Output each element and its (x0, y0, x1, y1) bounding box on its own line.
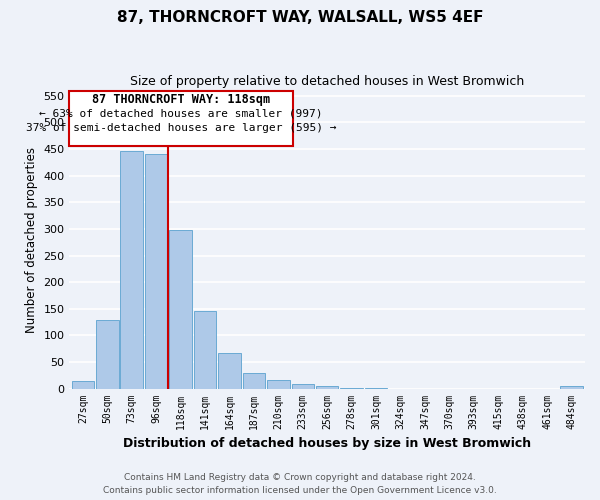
Text: 87 THORNCROFT WAY: 118sqm: 87 THORNCROFT WAY: 118sqm (92, 93, 270, 106)
X-axis label: Distribution of detached houses by size in West Bromwich: Distribution of detached houses by size … (123, 437, 531, 450)
Bar (145, 154, 167, 388)
Text: 87, THORNCROFT WAY, WALSALL, WS5 4EF: 87, THORNCROFT WAY, WALSALL, WS5 4EF (117, 10, 483, 25)
Y-axis label: Number of detached properties: Number of detached properties (25, 146, 38, 332)
Text: 37% of semi-detached houses are larger (595) →: 37% of semi-detached houses are larger (… (26, 123, 337, 133)
Bar (316, 386, 338, 388)
Bar (96, 320, 119, 388)
Bar (560, 386, 583, 388)
Text: ← 63% of detached houses are smaller (997): ← 63% of detached houses are smaller (99… (40, 109, 323, 119)
Bar (121, 150, 143, 388)
Title: Size of property relative to detached houses in West Bromwich: Size of property relative to detached ho… (130, 75, 524, 88)
Bar (194, 312, 216, 388)
Text: Contains HM Land Registry data © Crown copyright and database right 2024.
Contai: Contains HM Land Registry data © Crown c… (103, 474, 497, 495)
Bar (292, 384, 314, 388)
Bar (169, 230, 192, 388)
Bar (242, 373, 265, 388)
Bar (71, 380, 94, 388)
Bar (218, 353, 241, 388)
Bar (267, 380, 290, 388)
FancyBboxPatch shape (70, 90, 293, 146)
